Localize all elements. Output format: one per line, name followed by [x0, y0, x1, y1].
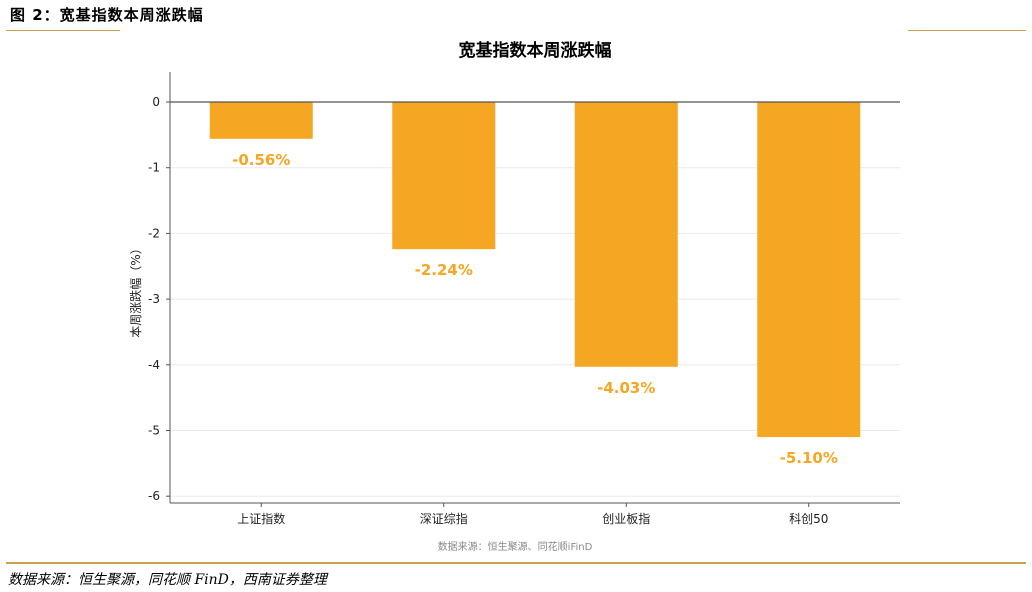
chart-title: 宽基指数本周涨跌幅: [459, 40, 612, 61]
data-label: -2.24%: [415, 261, 473, 279]
x-category-label: 深证综指: [420, 511, 468, 526]
y-axis-ticks: 0 -1 -2 -3 -4 -5 -6: [148, 95, 170, 503]
y-tick-label: -2: [148, 226, 160, 240]
y-tick-label: -1: [148, 161, 160, 175]
bar: [392, 102, 496, 250]
bars: [209, 102, 861, 438]
header-rule-left: [6, 30, 120, 31]
header-rule-right: [908, 30, 1026, 31]
bar-chart: 宽基指数本周涨跌幅 0 -1 -2 -3 -4 -5 -6 上证指数 深证综指 创业板指 科创50…: [128, 40, 900, 553]
y-axis-label: 本周涨跌幅（%）: [128, 242, 143, 337]
x-axis-categories: 上证指数 深证综指 创业板指 科创50: [237, 503, 828, 526]
figure-label: 图 2：宽基指数本周涨跌幅: [10, 6, 204, 24]
data-label: -4.03%: [597, 379, 655, 397]
data-labels: -0.56% -2.24% -4.03% -5.10%: [232, 151, 838, 467]
bar: [209, 102, 313, 139]
bar: [757, 102, 861, 438]
data-label: -5.10%: [780, 449, 838, 467]
data-label: -0.56%: [232, 151, 290, 169]
bar: [574, 102, 678, 367]
y-tick-label: -6: [148, 489, 160, 503]
x-category-label: 上证指数: [237, 511, 285, 526]
source-note: 数据来源：恒生聚源，同花顺 FinD，西南证券整理: [8, 572, 327, 588]
footer-rule: [6, 562, 1026, 564]
chart-source: 数据来源：恒生聚源、同花顺iFinD: [438, 540, 593, 553]
y-tick-label: -3: [148, 292, 160, 306]
y-tick-label: 0: [152, 95, 160, 109]
x-category-label: 创业板指: [602, 511, 650, 526]
x-category-label: 科创50: [789, 512, 828, 526]
y-tick-label: -4: [148, 358, 160, 372]
y-tick-label: -5: [148, 424, 160, 438]
